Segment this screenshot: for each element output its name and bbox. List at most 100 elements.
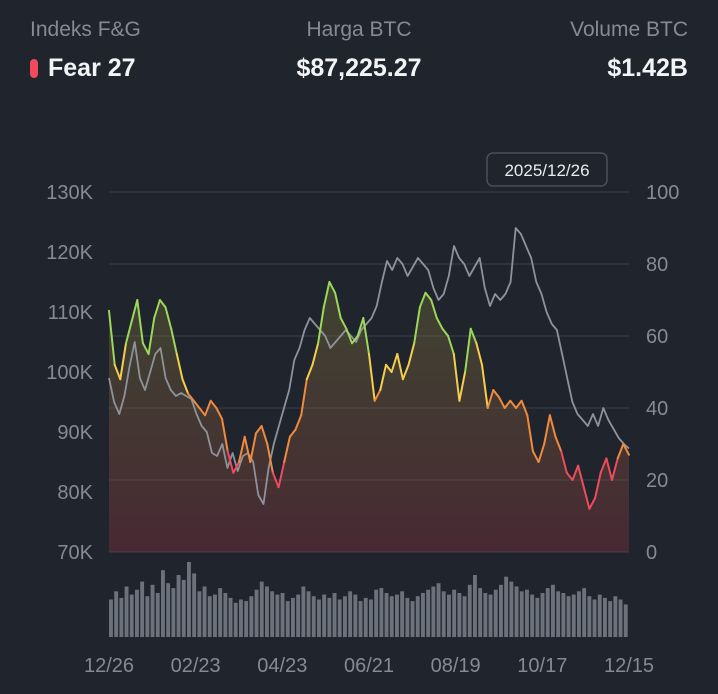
volume-bar (176, 575, 181, 637)
volume-bar (597, 594, 602, 637)
y-right-tick-label: 20 (646, 470, 668, 492)
date-tooltip: 2025/12/26 (486, 152, 608, 187)
volume-bar (483, 593, 488, 637)
fear-greed-segment (396, 353, 404, 381)
fear-greed-segment (125, 320, 133, 345)
fear-greed-segment (226, 450, 235, 474)
fear-greed-segment (249, 432, 257, 463)
fear-greed-fill (109, 282, 629, 552)
fear-greed-segment (531, 450, 540, 463)
y-left-tick-label: 80K (57, 482, 93, 504)
fear-greed-segment (141, 342, 150, 355)
volume-bars (109, 562, 628, 637)
fear-greed-segment (385, 363, 393, 373)
fear-greed-segment (187, 392, 195, 402)
volume-bar (192, 573, 197, 637)
fear-greed-area (109, 282, 629, 552)
x-tick-label: 12/15 (604, 655, 654, 677)
fear-greed-segment (537, 443, 546, 463)
volume-bar (447, 594, 451, 637)
volume-bar (592, 599, 597, 637)
fear-greed-segment (147, 317, 156, 355)
y-right-tick-label: 0 (646, 542, 657, 564)
volume-bar (135, 589, 139, 637)
fear-greed-segment (503, 399, 512, 409)
fear-greed-segment (605, 457, 613, 481)
volume-bar (467, 584, 472, 637)
volume-bar (270, 591, 275, 637)
fear-greed-segment (373, 389, 382, 402)
fear-greed-segment (548, 414, 557, 438)
volume-bar (244, 601, 249, 637)
fear-greed-segment (255, 425, 263, 435)
volume-bar (275, 594, 280, 637)
fear-greed-segment (498, 396, 506, 409)
fear-greed-segment (271, 471, 280, 489)
fear-greed-segment (198, 407, 207, 417)
volume-bar (296, 594, 301, 637)
fear-greed-segment (526, 414, 534, 453)
fear-greed-segment (175, 353, 184, 381)
fear-greed-segment (277, 461, 286, 489)
volume-bar (410, 601, 415, 637)
volume-bar (540, 593, 545, 637)
fear-greed-segment (520, 399, 529, 417)
volume-bar (353, 594, 358, 637)
fear-greed-segment (379, 363, 387, 391)
volume-bar (161, 570, 165, 637)
volume-bar (571, 594, 576, 637)
volume-bar (291, 597, 295, 637)
fear-greed-segment (158, 299, 167, 309)
fear-greed-segment (294, 414, 303, 431)
volume-bar (150, 584, 155, 637)
fear-greed-segment (452, 353, 461, 402)
volume-bar (301, 586, 306, 637)
fear-greed-segment (334, 291, 342, 319)
volume-bar (145, 596, 150, 637)
fear-greed-segment (447, 335, 455, 355)
volume-bar (545, 588, 550, 637)
volume-bar (499, 584, 503, 637)
volume-bar (358, 601, 363, 637)
volume-bar (551, 584, 555, 637)
fear-greed-segment (164, 306, 173, 330)
fear-greed-segment (413, 306, 421, 345)
tooltip-date: 2025/12/26 (504, 161, 589, 180)
fear-greed-stat: Indeks F&G Fear 27 (30, 18, 141, 83)
volume-bar (363, 597, 368, 637)
volume-bar (317, 599, 321, 637)
x-tick-label: 06/21 (344, 655, 394, 677)
btc-volume-value: $1.42B (607, 54, 688, 82)
fear-greed-segment (469, 327, 478, 345)
fear-greed-segment (481, 363, 489, 409)
volume-bar (155, 593, 160, 637)
fear-greed-segment (492, 389, 500, 399)
y-left-tick-label: 130K (46, 182, 93, 204)
volume-bar (535, 597, 540, 637)
fear-greed-segment (622, 443, 630, 456)
volume-bar (519, 591, 524, 637)
volume-bar (493, 589, 498, 637)
volume-bar (265, 586, 269, 637)
fear-greed-segment (339, 317, 348, 330)
volume-bar (213, 594, 217, 637)
fear-greed-segment (266, 443, 274, 474)
fear-greed-segment (577, 464, 585, 489)
volume-bar (306, 591, 311, 637)
volume-bar (332, 593, 337, 637)
volume-bar (181, 579, 186, 637)
volume-bar (509, 581, 514, 637)
fear-greed-segment (616, 443, 625, 460)
volume-bar (369, 599, 373, 637)
fear-greed-segment (401, 363, 410, 381)
fear-greed-segment (351, 335, 359, 345)
volume-bar (431, 586, 436, 637)
y-right-tick-label: 100 (646, 182, 679, 204)
fear-greed-segment (181, 378, 190, 395)
fear-greed-segment (113, 363, 122, 381)
volume-bar (452, 589, 457, 637)
fear-greed-segment (458, 371, 467, 402)
fear-greed-segment (588, 497, 597, 510)
fear-greed-segment (418, 291, 427, 309)
